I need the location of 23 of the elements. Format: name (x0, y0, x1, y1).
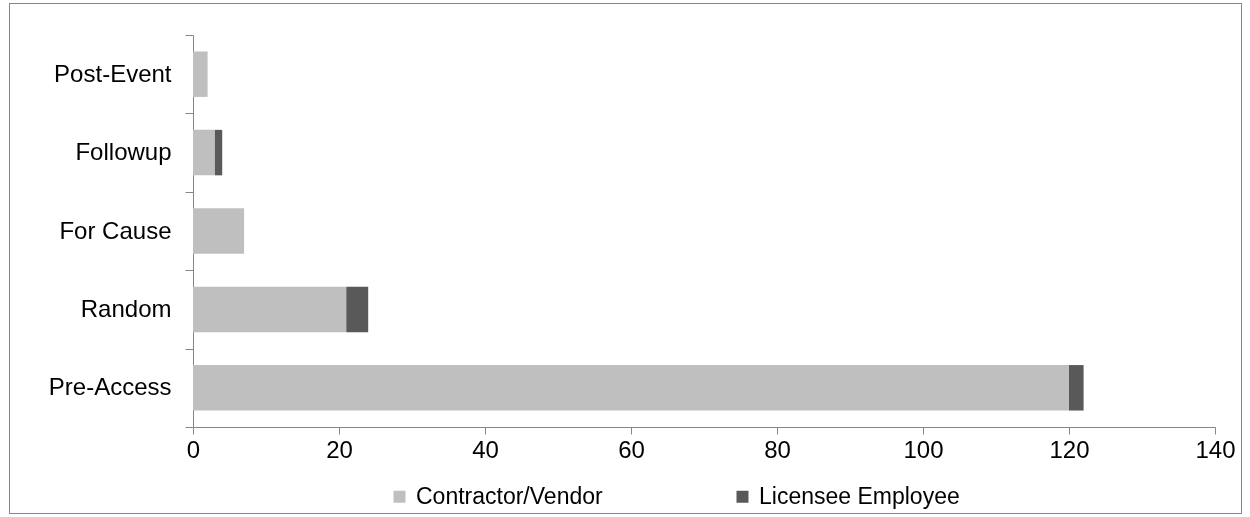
y-tick-label: Random (80, 294, 172, 322)
bar (193, 208, 245, 254)
bar (193, 286, 347, 333)
bar (214, 129, 223, 176)
y-tick-label: Followup (75, 138, 172, 166)
x-tick-label: 100 (903, 435, 944, 463)
x-tick-label: 120 (1049, 435, 1090, 463)
bar (193, 51, 208, 97)
y-tick-label: For Cause (59, 216, 172, 244)
x-tick-label: 80 (764, 435, 791, 463)
x-tick-label: 20 (326, 435, 353, 463)
bar (193, 129, 215, 176)
bar (346, 286, 369, 333)
legend-label: Contractor/Vendor (416, 482, 603, 509)
legend-label: Licensee Employee (759, 482, 960, 509)
y-tick-label: Pre-Access (48, 373, 172, 401)
bar (193, 365, 1069, 411)
y-tick-label: Post-Event (54, 59, 172, 87)
x-tick-label: 60 (618, 435, 645, 463)
x-tick-label: 140 (1195, 435, 1236, 463)
x-tick-label: 40 (472, 435, 499, 463)
bar (1069, 365, 1084, 411)
x-tick-label: 0 (186, 435, 201, 463)
